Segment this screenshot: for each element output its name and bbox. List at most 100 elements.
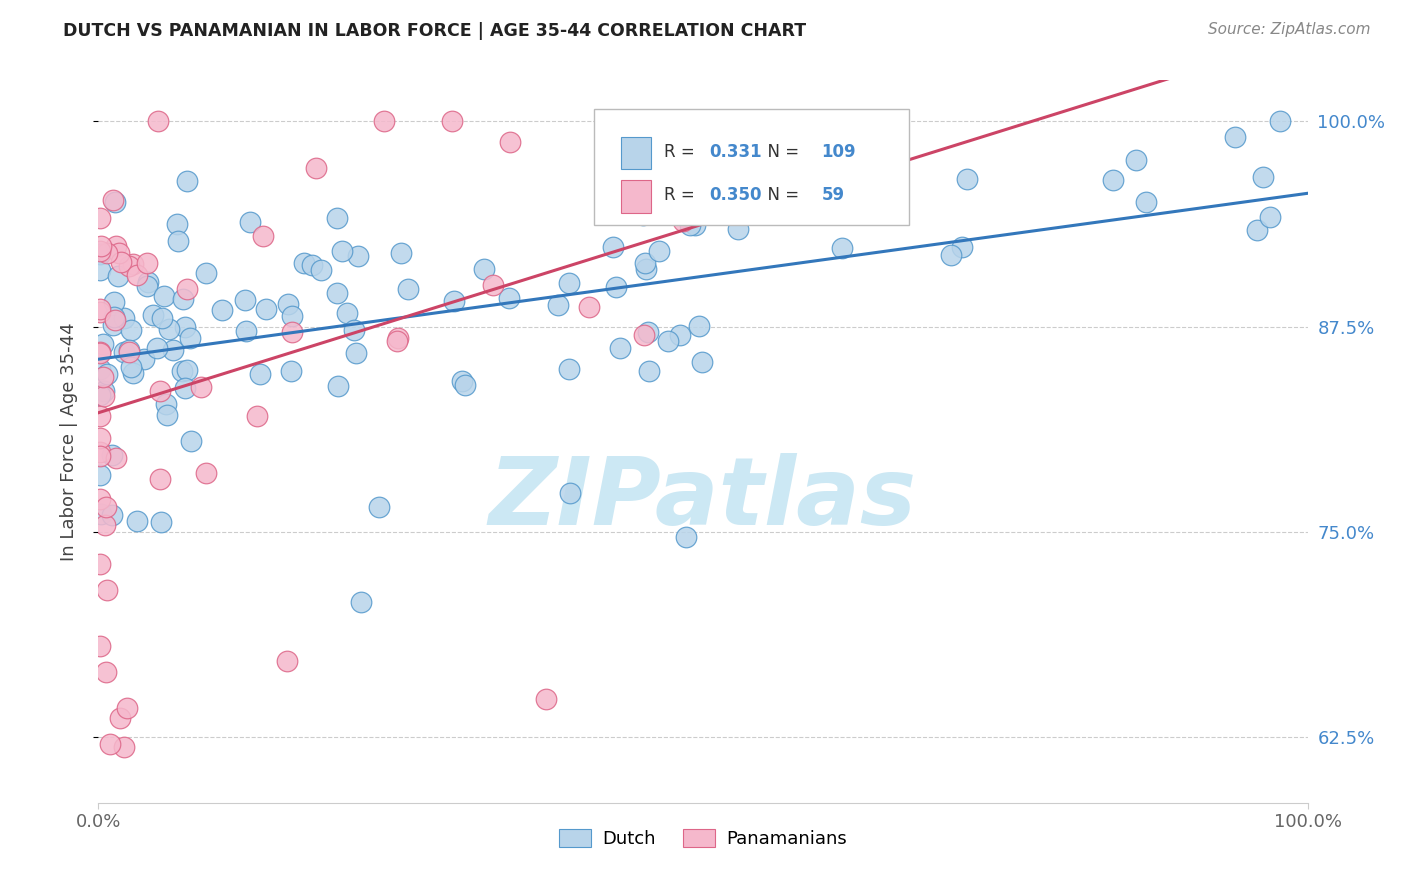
Point [190, 380, 212, 394]
FancyBboxPatch shape [595, 109, 908, 225]
Point [558, 485, 581, 500]
Point [153, 289, 176, 303]
Point [633, 327, 655, 342]
Point [389, 246, 412, 260]
Point [104, 451, 127, 466]
Point [162, 343, 184, 357]
Legend: Dutch, Panamanians: Dutch, Panamanians [551, 822, 855, 855]
Point [98, 737, 121, 751]
Point [96, 583, 118, 598]
FancyBboxPatch shape [621, 180, 651, 212]
Point [387, 331, 409, 345]
Point [690, 355, 713, 369]
Point [112, 311, 135, 326]
Point [326, 286, 349, 301]
Point [1223, 130, 1246, 145]
Point [609, 341, 631, 355]
Point [89, 640, 111, 654]
Point [132, 351, 155, 366]
Point [150, 311, 173, 326]
Point [108, 246, 131, 260]
Point [727, 222, 749, 236]
Point [136, 275, 159, 289]
Point [336, 306, 359, 320]
Point [145, 341, 167, 355]
Point [96, 367, 118, 381]
Point [578, 300, 600, 314]
Point [534, 692, 557, 706]
Point [122, 366, 145, 380]
Point [112, 345, 135, 359]
Point [280, 364, 302, 378]
Point [89, 244, 111, 258]
Text: R =: R = [664, 143, 700, 161]
Point [385, 334, 408, 348]
Point [638, 364, 661, 378]
Point [1125, 153, 1147, 168]
Point [142, 308, 165, 322]
Point [103, 310, 125, 325]
Point [118, 259, 141, 273]
Point [179, 330, 201, 344]
Point [624, 199, 647, 213]
Point [547, 297, 569, 311]
Point [176, 363, 198, 377]
Point [602, 240, 624, 254]
Point [342, 323, 364, 337]
Point [118, 344, 141, 359]
Point [498, 135, 520, 149]
Text: N =: N = [758, 186, 804, 204]
Point [280, 325, 302, 339]
Point [155, 397, 177, 411]
Point [89, 444, 111, 458]
Point [93, 370, 115, 384]
Point [498, 291, 520, 305]
Point [939, 248, 962, 262]
Point [112, 739, 135, 754]
Point [252, 228, 274, 243]
Point [482, 278, 505, 293]
Point [96, 665, 118, 680]
Point [950, 240, 973, 254]
Point [89, 491, 111, 506]
Point [634, 256, 657, 270]
Point [679, 218, 702, 232]
Point [277, 297, 299, 311]
Point [156, 408, 179, 422]
Point [657, 334, 679, 349]
Point [89, 211, 111, 225]
Point [149, 384, 172, 398]
Point [90, 507, 112, 521]
Point [330, 244, 353, 258]
Point [89, 346, 111, 360]
Text: DUTCH VS PANAMANIAN IN LABOR FORCE | AGE 35-44 CORRELATION CHART: DUTCH VS PANAMANIAN IN LABOR FORCE | AGE… [63, 22, 807, 40]
Point [172, 292, 194, 306]
Text: 59: 59 [821, 186, 845, 204]
Point [167, 234, 190, 248]
Point [688, 318, 710, 333]
Point [246, 409, 269, 424]
Point [89, 431, 111, 445]
Point [89, 263, 111, 277]
Point [93, 384, 115, 399]
Point [441, 114, 464, 128]
Point [344, 346, 367, 360]
Point [1251, 170, 1274, 185]
Point [326, 211, 349, 225]
Point [239, 215, 262, 229]
Point [89, 409, 111, 423]
Text: ZIPatlas: ZIPatlas [489, 453, 917, 545]
Point [1268, 114, 1291, 128]
Point [96, 500, 118, 514]
Point [89, 345, 111, 359]
Point [233, 293, 256, 307]
Point [956, 172, 979, 186]
Point [305, 161, 328, 175]
Y-axis label: In Labor Force | Age 35-44: In Labor Force | Age 35-44 [59, 322, 77, 561]
Text: R =: R = [664, 186, 700, 204]
Text: 0.350: 0.350 [709, 186, 762, 204]
Point [89, 304, 111, 318]
Point [396, 282, 419, 296]
Point [121, 257, 143, 271]
Point [89, 302, 111, 317]
